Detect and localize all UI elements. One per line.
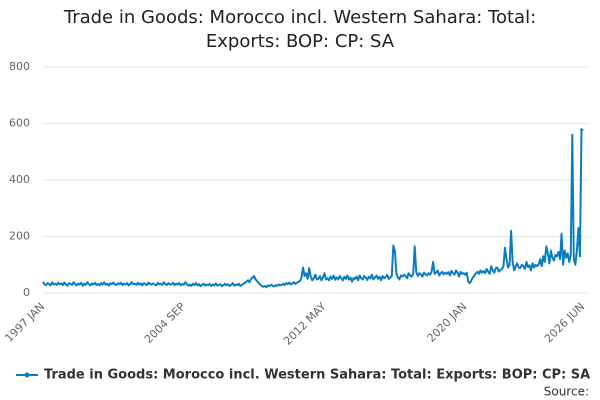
y-tick-label: 200: [9, 230, 30, 243]
y-tick-label: 400: [9, 173, 30, 186]
legend-label[interactable]: Trade in Goods: Morocco incl. Western Sa…: [44, 368, 590, 383]
x-tick-label: 2012 MAY: [281, 300, 329, 348]
data-line: [42, 128, 584, 289]
chart-title: Trade in Goods: Morocco incl. Western Sa…: [63, 7, 537, 52]
x-tick-label: 2020 JAN: [425, 300, 470, 345]
source-label: Source:: [544, 385, 589, 399]
x-tick-label: 2026 JUN: [542, 300, 587, 345]
y-tick-label: 600: [9, 117, 30, 130]
y-tick-label: 0: [23, 286, 30, 299]
y-tick-label: 800: [9, 60, 30, 73]
x-tick-label: 1997 JAN: [2, 300, 47, 345]
legend-dot: [24, 372, 30, 378]
x-tick-label: 2004 SEP: [142, 300, 188, 346]
